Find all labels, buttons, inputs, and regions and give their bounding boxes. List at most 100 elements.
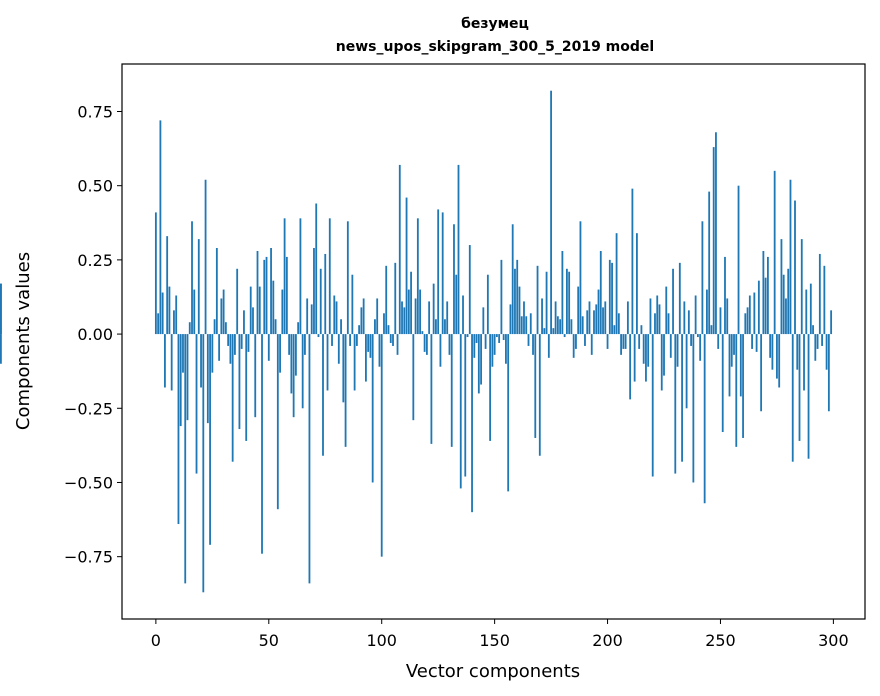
bar [315, 203, 318, 335]
bar [238, 334, 241, 430]
bar [715, 132, 717, 335]
bar [751, 334, 753, 349]
bar [604, 301, 607, 335]
bar [202, 334, 205, 593]
y-axis-label: Components values [13, 252, 34, 430]
bar [331, 334, 333, 346]
bar [511, 224, 514, 335]
bar [507, 334, 510, 492]
bar [213, 319, 216, 335]
bar [744, 313, 747, 335]
bar [500, 259, 503, 335]
bar [626, 301, 629, 335]
y-tick-label: 0.25 [77, 251, 113, 270]
bar [396, 334, 399, 355]
bar [459, 334, 462, 489]
chart-subtitle: news_upos_skipgram_300_5_2019 model [336, 39, 654, 55]
x-tick-label: 300 [818, 631, 849, 650]
bar [380, 334, 383, 557]
bar [803, 334, 805, 391]
bar [191, 221, 193, 335]
bar [563, 334, 566, 338]
bar [389, 334, 392, 343]
bar [581, 316, 584, 335]
bar [787, 268, 790, 335]
bar [568, 271, 571, 335]
bar [575, 334, 577, 349]
bar [482, 307, 485, 335]
bar [306, 298, 309, 335]
bar [766, 256, 769, 335]
bar [353, 334, 356, 391]
bar [274, 319, 277, 335]
bar [710, 325, 713, 335]
bar [209, 334, 211, 545]
bar [471, 334, 473, 513]
bar [611, 262, 613, 335]
bar [222, 289, 225, 335]
bar [374, 319, 376, 335]
bar [520, 316, 523, 335]
bar [667, 313, 670, 335]
bar [696, 334, 699, 338]
bar [599, 250, 602, 335]
bar [215, 248, 218, 335]
bar [310, 304, 313, 335]
bar [407, 289, 410, 335]
bar [660, 334, 663, 391]
bar [669, 334, 672, 358]
bar [157, 313, 160, 335]
bar [200, 334, 202, 388]
bar [403, 307, 406, 335]
bar [505, 334, 507, 364]
bar [355, 334, 358, 346]
bar [319, 268, 322, 335]
bar [613, 325, 616, 335]
bar [326, 334, 329, 391]
bar [737, 185, 740, 335]
bar [692, 334, 695, 483]
bar [764, 277, 767, 335]
bar [631, 188, 634, 335]
bar [164, 334, 166, 388]
bar [362, 298, 365, 335]
bar [687, 310, 690, 335]
bar [636, 233, 638, 335]
bar [676, 334, 679, 367]
bar [608, 259, 611, 335]
bar [441, 212, 444, 335]
bar [288, 334, 291, 355]
bar [394, 262, 397, 335]
bar [281, 289, 284, 335]
bar [814, 334, 817, 361]
bar [437, 209, 440, 335]
bar [728, 334, 731, 397]
bar [254, 334, 257, 418]
bar [439, 334, 442, 367]
bar [674, 334, 677, 474]
bar [597, 289, 600, 335]
bar [477, 334, 480, 394]
bar [258, 286, 261, 335]
bar [161, 292, 164, 335]
bar [755, 334, 758, 352]
bar [739, 334, 742, 397]
bar [690, 334, 693, 346]
bar [518, 286, 521, 335]
bar [559, 319, 562, 335]
bar [629, 334, 632, 400]
bar [186, 334, 189, 421]
bar [800, 239, 803, 335]
bar [554, 301, 557, 335]
bar [322, 334, 324, 456]
bar [425, 334, 428, 355]
bar [473, 334, 476, 358]
bar [410, 271, 412, 335]
bar [204, 179, 207, 335]
bar [462, 295, 464, 335]
bar [735, 334, 738, 447]
bar [685, 334, 688, 409]
bar [794, 200, 796, 335]
bar [224, 322, 227, 335]
bar [523, 301, 525, 335]
